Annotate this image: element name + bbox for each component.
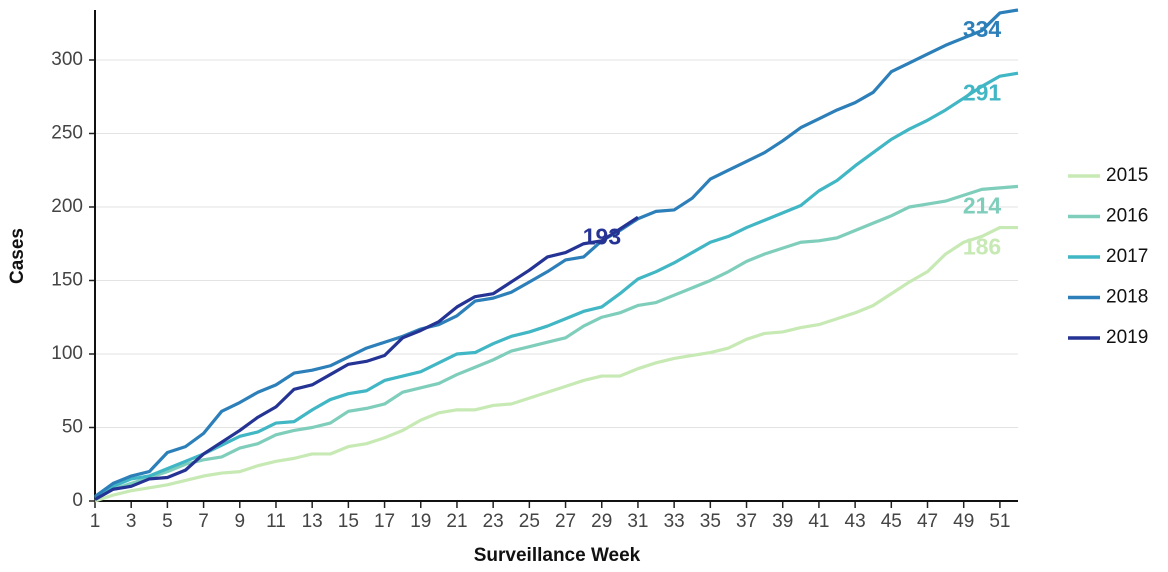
- x-tick-label: 19: [410, 511, 431, 532]
- x-tick-label: 17: [374, 511, 395, 532]
- x-tick-label: 31: [627, 511, 648, 532]
- x-tick-label: 25: [519, 511, 540, 532]
- legend-label: 2019: [1106, 327, 1148, 348]
- x-tick-label: 23: [483, 511, 504, 532]
- y-tick-label: 250: [51, 123, 83, 144]
- x-tick-label: 21: [446, 511, 467, 532]
- y-axis-title: Cases: [7, 228, 28, 284]
- series-line: [94, 8, 1019, 498]
- x-tick-label: 7: [198, 511, 209, 532]
- y-tick-label: 200: [51, 196, 83, 217]
- series-line: [94, 71, 1019, 500]
- x-tick-label: 15: [338, 511, 359, 532]
- end-label: 193: [583, 223, 621, 249]
- x-tick-label: 41: [808, 511, 829, 532]
- x-tick-label: 45: [881, 511, 902, 532]
- end-label: 186: [963, 234, 1001, 260]
- x-tick-label: 9: [234, 511, 245, 532]
- y-tick-label: 0: [72, 490, 83, 511]
- series-line: [94, 215, 639, 501]
- end-label: 334: [963, 16, 1002, 42]
- y-tick-label: 300: [51, 49, 83, 70]
- x-axis-title: Surveillance Week: [474, 545, 641, 566]
- legend-label: 2018: [1106, 287, 1148, 308]
- legend-label: 2015: [1106, 165, 1148, 186]
- x-tick-label: 11: [266, 511, 286, 532]
- x-tick-label: 29: [591, 511, 612, 532]
- series-line: [94, 184, 1019, 501]
- y-tick-label: 50: [62, 417, 83, 438]
- x-tick-label: 27: [555, 511, 576, 532]
- end-label: 291: [963, 79, 1002, 105]
- x-tick-label: 37: [736, 511, 757, 532]
- x-tick-label: 3: [126, 511, 137, 532]
- x-tick-label: 51: [989, 511, 1010, 532]
- x-tick-label: 33: [664, 511, 685, 532]
- x-tick-label: 49: [953, 511, 974, 532]
- x-tick-label: 13: [302, 511, 323, 532]
- y-tick-label: 100: [51, 343, 83, 364]
- series-line: [94, 225, 1018, 503]
- x-tick-label: 5: [162, 511, 173, 532]
- x-tick-label: 35: [700, 511, 721, 532]
- x-tick-label: 47: [917, 511, 938, 532]
- x-tick-label: 39: [772, 511, 793, 532]
- x-tick-label: 1: [90, 511, 101, 532]
- legend-label: 2017: [1106, 246, 1148, 267]
- y-tick-label: 150: [51, 270, 83, 291]
- x-tick-label: 43: [845, 511, 866, 532]
- legend-label: 2016: [1106, 206, 1148, 227]
- end-label: 214: [963, 192, 1002, 218]
